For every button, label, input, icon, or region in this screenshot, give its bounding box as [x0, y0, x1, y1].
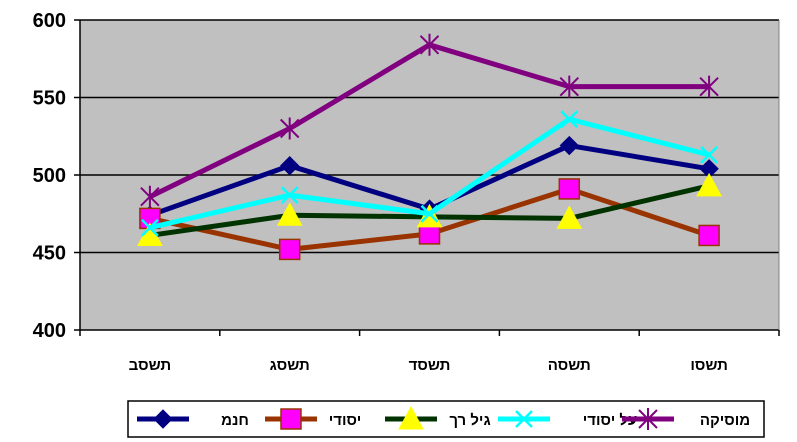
- marker-x: [700, 145, 718, 164]
- series-4: [141, 110, 718, 237]
- legend-entry: על יסודי: [498, 410, 638, 429]
- series-5: [140, 33, 719, 208]
- marker-triangle: [398, 405, 424, 430]
- legend-label: על יסודי: [583, 412, 638, 429]
- marker-star: [559, 75, 580, 98]
- marker-star: [699, 75, 719, 98]
- marker-triangle: [556, 205, 583, 229]
- marker-square: [280, 408, 302, 430]
- marker-square: [698, 224, 720, 247]
- marker-diamond: [559, 135, 580, 156]
- marker-square: [278, 238, 301, 261]
- y-tick-label: 400: [33, 320, 66, 342]
- series-layer: [137, 33, 722, 261]
- x-tick-label: תשסו: [690, 357, 728, 374]
- marker-star: [140, 185, 160, 208]
- x-tick-label: תשסג: [270, 357, 310, 374]
- legend-label: יסודי: [329, 412, 361, 429]
- legend-label: חנמ: [221, 412, 249, 429]
- marker-star: [419, 33, 440, 56]
- marker-x: [515, 410, 533, 428]
- marker-diamond: [279, 155, 300, 176]
- y-tick-label: 450: [33, 243, 66, 265]
- legend-entry: גיל רך: [385, 405, 491, 430]
- marker-star: [638, 408, 658, 430]
- marker-x: [141, 218, 159, 237]
- marker-diamond: [153, 409, 173, 429]
- legend-label: גיל רך: [449, 412, 490, 429]
- y-tick-label: 600: [33, 10, 66, 32]
- marker-star: [279, 117, 300, 140]
- x-tick-label: תשסב: [129, 357, 171, 374]
- marker-square: [558, 178, 581, 200]
- marker-triangle: [276, 202, 303, 226]
- x-axis-ticks: תשסב תשסג תשסד תשסה תשסו: [79, 330, 780, 374]
- legend-entry: יסודי: [265, 408, 361, 430]
- marker-x: [420, 204, 439, 223]
- y-tick-label: 500: [33, 165, 66, 187]
- marker-triangle: [696, 172, 722, 197]
- y-axis-ticks: 400 450 500 550 600: [33, 10, 80, 342]
- legend-entry: חנמ: [137, 409, 249, 429]
- marker-x: [280, 186, 299, 205]
- marker-x: [560, 110, 579, 129]
- x-tick-label: תשסה: [548, 357, 591, 374]
- legend-label: מוסיקה: [700, 412, 750, 429]
- legend: חנמ יסודי גיל רך על יסודי מוסיקה: [127, 400, 765, 438]
- legend-entry: מוסיקה: [622, 408, 750, 430]
- x-tick-label: תשסד: [409, 357, 451, 374]
- y-tick-label: 550: [33, 88, 66, 110]
